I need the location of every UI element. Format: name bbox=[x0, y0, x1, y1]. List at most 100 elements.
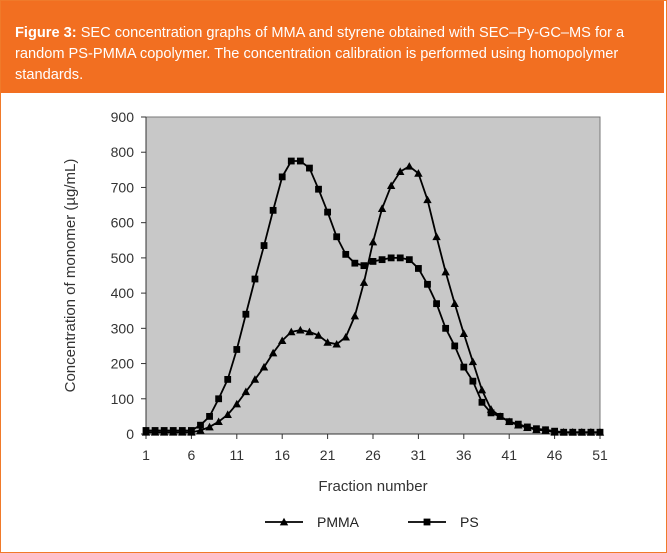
data-point-ps bbox=[542, 426, 549, 434]
data-point-ps bbox=[260, 242, 268, 249]
data-point-ps bbox=[433, 300, 440, 308]
data-point-pmma bbox=[214, 417, 223, 426]
data-point-pmma bbox=[287, 327, 296, 336]
data-point-ps bbox=[324, 208, 331, 216]
data-point-ps bbox=[242, 310, 250, 318]
x-tick-label: 41 bbox=[501, 447, 517, 463]
data-point-pmma bbox=[341, 332, 350, 341]
data-point-ps bbox=[387, 254, 395, 262]
data-point-ps bbox=[215, 395, 223, 403]
data-point-ps bbox=[360, 262, 368, 270]
data-point-ps bbox=[342, 250, 350, 258]
data-point-ps bbox=[551, 427, 558, 435]
data-point-ps bbox=[287, 157, 295, 165]
data-point-ps bbox=[451, 342, 459, 350]
data-point-ps bbox=[188, 427, 195, 434]
data-point-ps bbox=[233, 346, 241, 353]
data-point-ps bbox=[142, 427, 150, 434]
data-point-ps bbox=[178, 427, 186, 434]
legend-marker-ps bbox=[423, 518, 431, 526]
data-point-ps bbox=[469, 377, 477, 385]
y-tick-label: 0 bbox=[126, 426, 134, 442]
data-point-pmma bbox=[305, 327, 314, 336]
data-point-ps bbox=[496, 412, 504, 420]
data-point-pmma bbox=[232, 399, 241, 408]
data-point-ps bbox=[596, 428, 604, 436]
data-point-pmma bbox=[432, 232, 441, 241]
y-tick-label: 700 bbox=[111, 179, 135, 195]
data-point-ps bbox=[315, 185, 322, 193]
y-axis-label: Concentration of monomer (µg/mL) bbox=[62, 159, 79, 393]
data-point-ps bbox=[405, 256, 413, 264]
data-point-ps bbox=[151, 427, 159, 434]
data-point-pmma bbox=[459, 329, 468, 337]
data-point-ps bbox=[442, 324, 450, 332]
x-tick-label: 51 bbox=[592, 447, 608, 463]
data-point-pmma bbox=[332, 339, 341, 348]
y-tick-label: 200 bbox=[111, 356, 135, 372]
data-point-pmma bbox=[414, 169, 423, 177]
y-tick-label: 500 bbox=[111, 250, 135, 266]
figure-label: Figure 3: bbox=[15, 25, 77, 41]
data-point-pmma bbox=[259, 362, 269, 371]
data-point-pmma bbox=[359, 278, 369, 286]
data-point-pmma bbox=[323, 338, 332, 346]
x-tick-label: 16 bbox=[274, 447, 290, 463]
data-point-ps bbox=[533, 425, 540, 433]
data-point-pmma bbox=[450, 299, 459, 308]
x-tick-label: 46 bbox=[547, 447, 563, 463]
data-point-ps bbox=[206, 412, 213, 420]
legend-marker-pmma bbox=[279, 517, 289, 526]
data-point-pmma bbox=[405, 162, 414, 170]
data-point-ps bbox=[296, 157, 304, 165]
data-point-pmma bbox=[441, 267, 450, 276]
x-tick-label: 1 bbox=[142, 447, 150, 463]
data-point-pmma bbox=[223, 410, 232, 418]
data-point-ps bbox=[523, 423, 531, 431]
data-point-ps bbox=[587, 428, 595, 436]
y-tick-label: 600 bbox=[111, 215, 135, 231]
data-point-pmma bbox=[396, 167, 405, 175]
x-tick-label: 6 bbox=[188, 447, 196, 463]
caption-bar: Figure 3: SEC concentration graphs of MM… bbox=[1, 1, 664, 93]
data-point-ps bbox=[160, 427, 168, 434]
plot-area bbox=[145, 116, 601, 435]
data-point-pmma bbox=[350, 311, 360, 320]
data-point-ps bbox=[560, 428, 568, 436]
data-point-ps bbox=[569, 428, 577, 436]
legend-label-ps: PS bbox=[460, 514, 479, 530]
data-point-ps bbox=[514, 420, 522, 428]
data-point-ps bbox=[460, 363, 468, 371]
data-point-ps bbox=[351, 259, 359, 267]
y-tick-label: 800 bbox=[111, 144, 135, 160]
x-tick-label: 21 bbox=[320, 447, 336, 463]
data-point-pmma bbox=[386, 181, 396, 190]
data-point-ps bbox=[415, 265, 422, 272]
series-ps bbox=[142, 157, 604, 436]
legend: PMMA PS bbox=[265, 514, 479, 530]
x-tick-label: 11 bbox=[230, 447, 245, 463]
data-point-pmma bbox=[205, 422, 214, 431]
data-point-ps bbox=[251, 275, 259, 283]
y-tick-label: 100 bbox=[111, 391, 135, 407]
series-layer bbox=[141, 157, 605, 436]
data-point-pmma bbox=[477, 385, 487, 394]
y-tick-label: 400 bbox=[111, 285, 135, 301]
data-point-pmma bbox=[278, 336, 287, 345]
data-point-pmma bbox=[250, 375, 260, 383]
x-axis-label: Fraction number bbox=[318, 478, 427, 495]
data-point-ps bbox=[224, 376, 232, 383]
x-tick-label: 26 bbox=[365, 447, 381, 463]
data-point-pmma bbox=[368, 237, 378, 246]
data-point-ps bbox=[269, 206, 277, 214]
data-point-pmma bbox=[377, 204, 387, 212]
data-point-pmma bbox=[268, 348, 278, 357]
data-point-ps bbox=[578, 428, 586, 436]
data-point-ps bbox=[169, 427, 177, 434]
data-point-pmma bbox=[241, 387, 251, 396]
x-tick-label: 31 bbox=[411, 447, 427, 463]
data-point-pmma bbox=[196, 426, 205, 434]
data-point-ps bbox=[378, 256, 386, 264]
